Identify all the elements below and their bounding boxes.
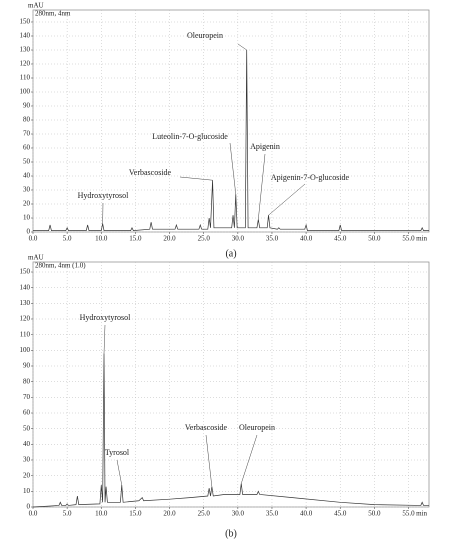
y-tick-label: 150: [20, 268, 31, 276]
y-tick-label: 120: [20, 315, 31, 323]
x-axis-label: min: [416, 235, 427, 243]
y-tick-label: 90: [23, 362, 31, 370]
peak-label: Tyrosol: [105, 448, 130, 457]
x-tick-label: 50.0: [368, 235, 381, 243]
y-tick-label: 60: [23, 144, 31, 152]
y-tick-label: 30: [23, 456, 31, 464]
y-tick-label: 70: [23, 393, 31, 401]
x-tick-label: 25.0: [198, 510, 211, 518]
y-tick-label: 60: [23, 409, 31, 417]
x-tick-label: 55.0: [402, 510, 415, 518]
y-tick-label: 50: [23, 158, 31, 166]
y-tick-label: 150: [20, 18, 31, 26]
leader-line: [179, 176, 213, 181]
peak-label: Oleuropein: [187, 31, 223, 40]
peak-label: Hydroxytyrosol: [80, 313, 131, 322]
x-tick-label: 35.0: [266, 235, 279, 243]
y-tick-label: 90: [23, 102, 31, 110]
x-tick-label: 50.0: [368, 510, 381, 518]
y-tick-label: 80: [23, 377, 31, 385]
x-tick-label: 30.0: [232, 235, 245, 243]
caption: (a): [225, 248, 236, 259]
x-tick-label: 0.0: [29, 235, 38, 243]
y-tick-label: 30: [23, 186, 31, 194]
peak-label: Verbascoside: [129, 168, 172, 177]
peak-label: Verbascoside: [185, 423, 228, 432]
y-tick-label: 20: [23, 200, 31, 208]
x-tick-label: 45.0: [334, 510, 347, 518]
x-tick-label: 5.0: [63, 510, 72, 518]
y-tick-label: 100: [20, 346, 31, 354]
x-tick-label: 15.0: [129, 510, 142, 518]
x-tick-label: 20.0: [163, 235, 176, 243]
y-axis-label: mAU: [28, 2, 44, 10]
y-tick-label: 40: [23, 440, 31, 448]
y-tick-label: 10: [23, 214, 31, 222]
y-axis-label: mAU: [28, 254, 44, 262]
y-tick-label: 80: [23, 116, 31, 124]
peak-label: Luteolin-7-O-glucoside: [152, 132, 228, 141]
x-axis-label: min: [416, 510, 427, 518]
chromatogram-line: [32, 353, 429, 508]
y-tick-label: 20: [23, 471, 31, 479]
x-tick-label: 30.0: [232, 510, 245, 518]
y-tick-label: 50: [23, 424, 31, 432]
leader-line: [268, 183, 306, 216]
plot-frame: [32, 261, 430, 508]
y-tick-label: 120: [20, 60, 31, 68]
x-tick-label: 5.0: [63, 235, 72, 243]
x-tick-label: 0.0: [29, 510, 38, 518]
y-tick-label: 110: [20, 330, 31, 338]
y-tick-label: 40: [23, 172, 31, 180]
leader-line: [241, 434, 258, 484]
y-tick-label: 130: [20, 46, 31, 54]
x-tick-label: 15.0: [129, 235, 142, 243]
y-tick-label: 0: [27, 503, 31, 511]
peak-label: Apigenin-7-O-glucoside: [271, 173, 350, 182]
x-tick-label: 40.0: [300, 510, 313, 518]
x-tick-label: 45.0: [334, 235, 347, 243]
y-tick-label: 110: [20, 74, 31, 82]
leader-line: [116, 459, 123, 486]
chromatogram-line: [33, 49, 429, 231]
peak-label: Hydroxytyrosol: [78, 191, 129, 200]
y-tick-label: 100: [20, 88, 31, 96]
caption: (b): [225, 528, 237, 539]
x-tick-label: 10.0: [95, 510, 108, 518]
leader-line: [205, 434, 213, 487]
y-tick-label: 10: [23, 487, 31, 495]
x-tick-label: 20.0: [163, 510, 176, 518]
x-tick-label: 35.0: [266, 510, 279, 518]
x-tick-label: 40.0: [300, 235, 313, 243]
leader-line: [229, 142, 237, 195]
peak-label: Apigenin: [250, 142, 280, 151]
peak-label: Oleuropein: [239, 423, 275, 432]
x-tick-label: 55.0: [402, 235, 415, 243]
leader-line: [103, 324, 106, 354]
subtitle: 280nm, 4nm: [35, 10, 71, 18]
y-tick-label: 130: [20, 299, 31, 307]
y-tick-label: 140: [20, 32, 31, 40]
y-tick-label: 140: [20, 283, 31, 291]
x-tick-label: 10.0: [95, 235, 108, 243]
leader-line: [258, 153, 266, 220]
y-tick-label: 70: [23, 130, 31, 138]
leader-line: [237, 43, 247, 51]
x-tick-label: 25.0: [198, 235, 211, 243]
subtitle: 280nm, 4nm (1.0): [35, 262, 86, 270]
y-tick-label: 0: [27, 228, 31, 236]
